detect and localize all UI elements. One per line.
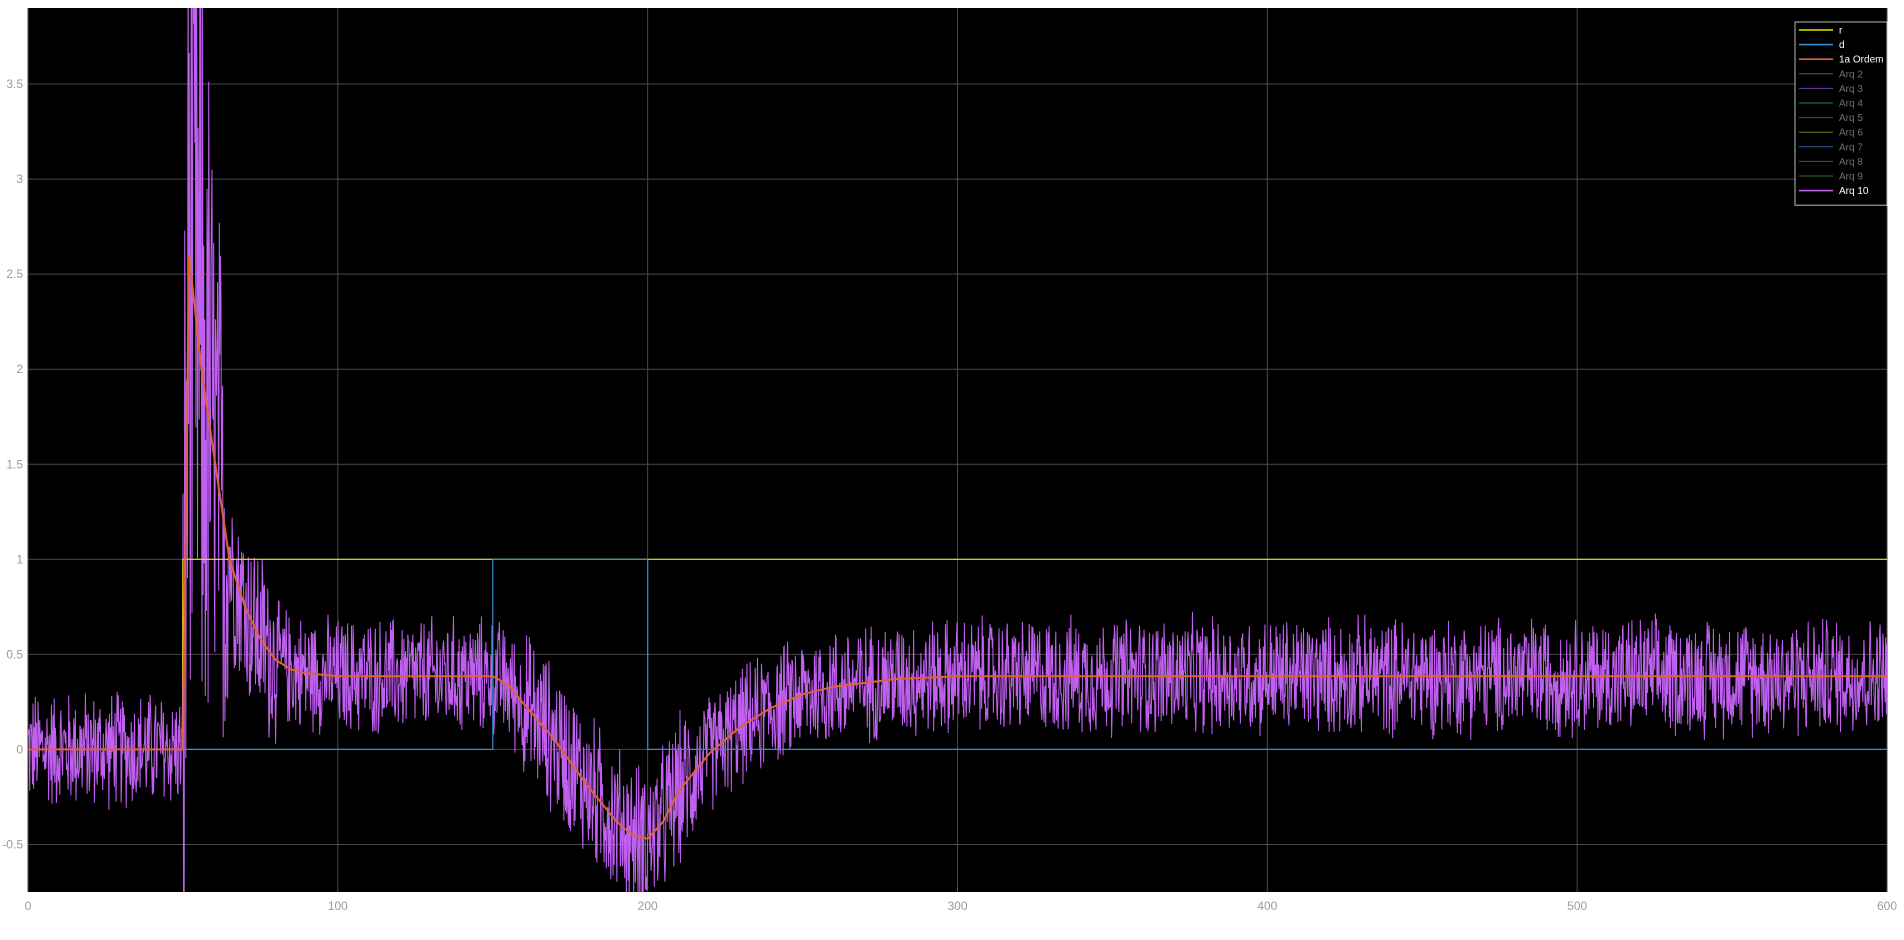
x-tick-label: 200 [638,899,658,913]
legend-item-arq-6[interactable]: Arq 6 [1839,128,1863,139]
y-tick-label: -0.5 [2,837,23,851]
y-tick-label: 2.5 [6,267,23,281]
legend-item-arq-2[interactable]: Arq 2 [1839,69,1863,80]
legend-item-d[interactable]: d [1839,40,1845,51]
y-tick-label: 0 [16,742,23,756]
legend-item-arq-9[interactable]: Arq 9 [1839,172,1863,183]
y-tick-label: 3.5 [6,77,23,91]
y-tick-label: 2 [16,362,23,376]
x-tick-label: 500 [1567,899,1587,913]
y-tick-label: 3 [16,172,23,186]
x-tick-label: 0 [25,899,32,913]
series-layer [28,8,1887,892]
legend-item-1a-ordem[interactable]: 1a Ordem [1839,55,1883,66]
series-line-1a-ordem [28,254,1887,840]
series-line-d [28,558,1887,750]
x-tick-label: 100 [328,899,348,913]
legend-item-arq-7[interactable]: Arq 7 [1839,142,1863,153]
legend-item-arq-8[interactable]: Arq 8 [1839,157,1863,168]
x-tick-label: 300 [947,899,967,913]
series-line-arq-10 [28,8,1887,892]
legend-item-arq-5[interactable]: Arq 5 [1839,113,1863,124]
legend-item-r[interactable]: r [1839,26,1843,37]
legend[interactable]: rd 1a Ordem Arq 2 Arq 3 Arq 4 Arq 5 Arq 6 Arq 7… [1794,21,1888,206]
legend-item-arq-3[interactable]: Arq 3 [1839,84,1863,95]
axis-ticks: 0 100 200 300 400 500 600 -0.5 0 0.5 1 1.5 2 2.5 3 3.5 [2,77,1897,913]
y-tick-label: 0.5 [6,647,23,661]
legend-item-arq-4[interactable]: Arq 4 [1839,99,1863,110]
y-tick-label: 1 [16,552,23,566]
legend-item-arq-10[interactable]: Arq 10 [1839,186,1869,197]
legend-box [1794,21,1888,206]
x-tick-label: 400 [1257,899,1277,913]
x-tick-label: 600 [1877,899,1897,913]
y-tick-label: 1.5 [6,457,23,471]
